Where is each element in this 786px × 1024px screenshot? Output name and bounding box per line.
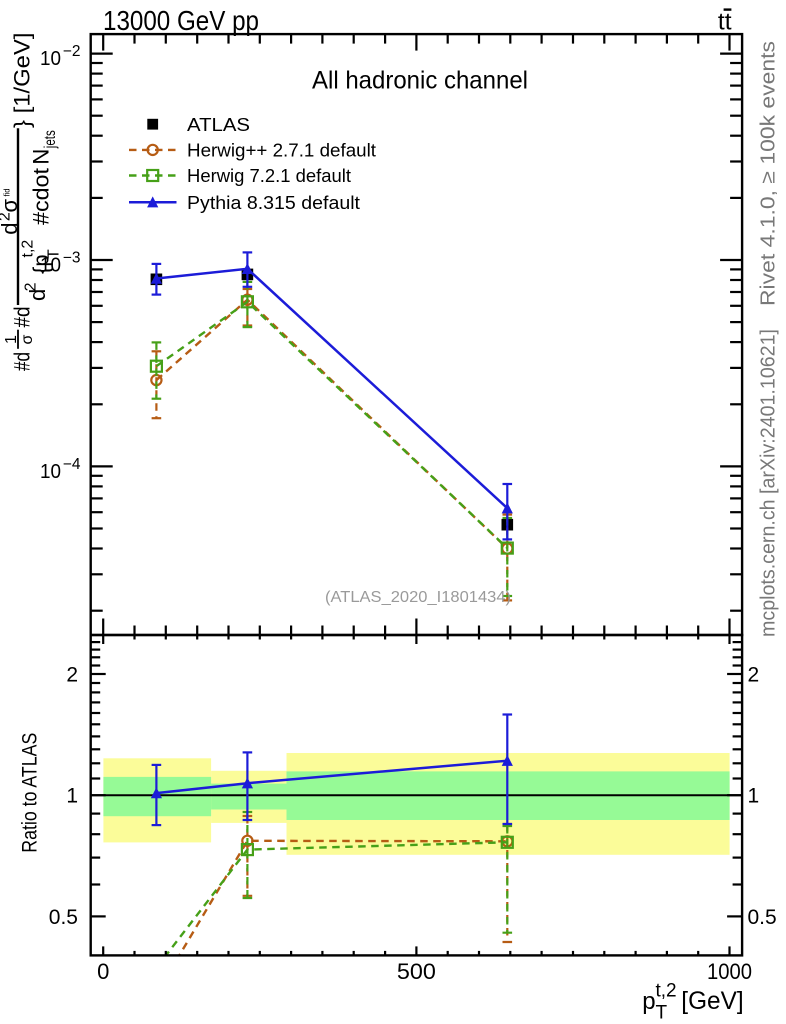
svg-text:−2: −2: [63, 43, 81, 60]
svg-text:d: d: [25, 289, 50, 301]
svg-text:tt: tt: [718, 8, 732, 35]
svg-text:[GeV]: [GeV]: [681, 987, 743, 1015]
svg-text:2: 2: [23, 282, 40, 291]
svg-text:2: 2: [0, 212, 14, 221]
svg-text:13000 GeV pp: 13000 GeV pp: [103, 5, 259, 36]
svg-text:1: 1: [3, 335, 20, 344]
svg-text:#d: #d: [10, 352, 35, 371]
svg-text:2: 2: [748, 664, 760, 687]
svg-text:2: 2: [66, 664, 78, 687]
svg-text:{p: {p: [29, 254, 54, 274]
svg-text:(ATLAS_2020_I1801434): (ATLAS_2020_I1801434): [325, 589, 511, 606]
svg-text:−4: −4: [63, 456, 81, 473]
svg-text:N: N: [29, 149, 54, 165]
svg-text:Ratio to ATLAS: Ratio to ATLAS: [18, 733, 41, 853]
svg-text:Rivet 4.1.0, ≥ 100k events: Rivet 4.1.0, ≥ 100k events: [757, 41, 779, 306]
svg-text:10: 10: [40, 48, 61, 70]
svg-text:Pythia 8.315 default: Pythia 8.315 default: [187, 192, 360, 213]
svg-text:#d: #d: [10, 307, 35, 328]
svg-text:σ: σ: [0, 199, 22, 213]
svg-text:1: 1: [748, 785, 760, 808]
svg-text:All hadronic channel: All hadronic channel: [312, 67, 528, 95]
svg-text:ATLAS: ATLAS: [187, 114, 250, 135]
svg-text:t,2: t,2: [656, 981, 677, 1002]
svg-text:p: p: [642, 988, 655, 1015]
svg-text:10: 10: [40, 254, 61, 276]
svg-text:jets: jets: [42, 130, 59, 149]
svg-text:10: 10: [40, 461, 61, 483]
svg-text:0.5: 0.5: [49, 906, 78, 929]
svg-text:−3: −3: [63, 249, 81, 266]
svg-text:1: 1: [66, 785, 78, 808]
svg-text:t,2: t,2: [20, 240, 37, 258]
svg-text:mcplots.cern.ch [arXiv:2401.10: mcplots.cern.ch [arXiv:2401.10621]: [757, 329, 779, 637]
svg-text:#cdot: #cdot: [29, 168, 54, 225]
svg-text:} [1/GeV]: } [1/GeV]: [10, 33, 35, 129]
svg-text:T: T: [656, 1002, 668, 1023]
svg-text:Herwig 7.2.1 default: Herwig 7.2.1 default: [187, 165, 351, 186]
svg-text:Herwig++ 2.7.1 default: Herwig++ 2.7.1 default: [187, 140, 376, 161]
svg-text:1000: 1000: [707, 959, 752, 984]
svg-text:0: 0: [97, 959, 109, 984]
svg-text:0.5: 0.5: [748, 906, 777, 929]
svg-text:d: d: [0, 222, 22, 234]
svg-text:fid: fid: [3, 189, 12, 197]
svg-text:T: T: [46, 249, 63, 259]
svg-text:σ: σ: [19, 334, 36, 344]
svg-text:500: 500: [397, 959, 436, 984]
